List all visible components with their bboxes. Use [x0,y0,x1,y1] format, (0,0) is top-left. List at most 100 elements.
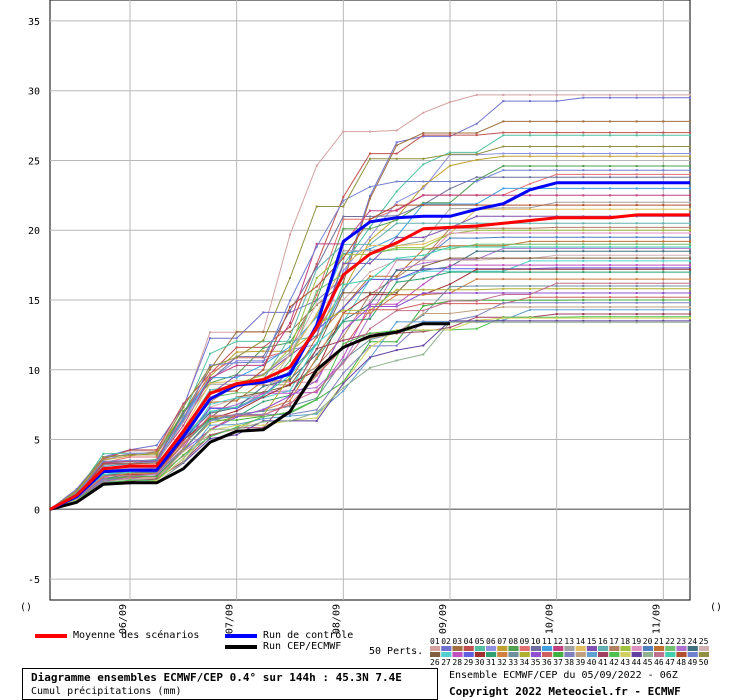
perturbation-point [635,271,638,274]
perturbation-point [75,499,78,502]
perturbation-point [662,152,665,155]
chart-title-box: Diagramme ensembles ECMWF/CEP 0.4° sur 1… [22,668,438,700]
perturbation-point [422,135,425,138]
perturbation-point [235,419,238,422]
perturbation-point [502,152,505,155]
perturbation-point [582,282,585,285]
perturbation-point [422,157,425,160]
perturbation-point [102,459,105,462]
perturbation-point [395,291,398,294]
perturbation-point [555,226,558,229]
perturbation-point [609,246,611,248]
perturbation-point [422,204,425,207]
perturbation-point [689,271,691,274]
perturbation-point [449,101,451,104]
perturbation-point [609,152,611,155]
perturbation-point [502,246,505,248]
perturbation-point [582,131,585,134]
perturbation-point [422,248,425,251]
perturbation-point [582,145,585,148]
perturbation-point [209,389,211,391]
perturbation-point [155,475,158,478]
perturbation-point [529,120,531,123]
perturbation-point [555,100,558,103]
pert-number-top: 14 [576,637,586,646]
perturbation-point [129,472,131,475]
perturbation-point [502,120,505,123]
perturbation-point [502,229,505,232]
perturbation-point [155,453,158,456]
perturbation-point [369,236,371,239]
perturbation-point [369,312,371,315]
perturbation-point [75,489,78,492]
perturbation-point [635,287,638,290]
perturbation-point [582,226,585,229]
perturbation-point [369,218,371,221]
perturbation-point [582,222,585,225]
perturbation-point [582,152,585,155]
perturbation-point [555,240,558,243]
perturbation-point [662,268,665,271]
perturbation-point [582,299,585,301]
perturbation-point [289,233,291,236]
perturbation-point [395,141,398,144]
perturbation-point [182,448,185,450]
y-tick-label: 30 [28,87,40,98]
perturbation-point [209,331,211,334]
perturbation-point [422,330,425,333]
perturbation-point [422,283,425,286]
perturbation-point [395,219,398,222]
perturbation-point [555,268,558,271]
perturbation-point [689,204,691,207]
y-tick-label: 0 [34,505,40,516]
perturbation-point [449,237,451,240]
perturbation-point [315,419,318,422]
perturbation-point [475,229,478,232]
perturbation-point [395,309,398,312]
perturbation-point [475,327,478,330]
pert-swatch-top [642,646,653,651]
pert-swatch-bottom [586,652,597,657]
pert-number-top: 08 [508,637,518,646]
perturbation-point [475,257,478,260]
perturbation-point [342,362,345,365]
perturbation-point [422,134,425,137]
perturbation-point [315,365,318,368]
perturbation-point [342,335,345,338]
perturbation-point [369,340,371,343]
perturbation-point [582,247,585,250]
perturbation-point [689,285,691,287]
perturbation-point [369,194,371,197]
perturbation-point [689,266,691,269]
perturbation-point [529,271,531,274]
perturbation-point [689,315,691,318]
perturbation-point [235,379,238,382]
perturbation-point [609,306,611,308]
perturbation-point [289,395,291,398]
perturbation-point [502,292,505,294]
perturbation-point [129,471,131,474]
perturbation-point [635,247,638,250]
perturbation-point [129,479,131,482]
perturbation-point [555,243,558,246]
perturbation-point [502,131,505,134]
perturbation-point [449,283,451,286]
perturbation-point [449,204,451,207]
perturbation-point [395,190,398,193]
perturbation-point [662,321,665,324]
pert-swatch-bottom [609,652,620,657]
perturbation-point [422,320,425,323]
perturbation-point [102,473,105,476]
perturbation-point [529,155,531,158]
perturbation-point [502,301,505,304]
perturbation-point [609,93,611,96]
pert-swatch-bottom [676,652,687,657]
perturbation-point [689,306,691,308]
perturbation-point [662,246,665,248]
perturbation-point [262,392,265,395]
perturbation-point [289,345,291,348]
perturbation-point [395,180,398,183]
perturbation-point [555,287,558,290]
pert-number-top: 16 [598,637,608,646]
perturbation-point [689,145,691,148]
